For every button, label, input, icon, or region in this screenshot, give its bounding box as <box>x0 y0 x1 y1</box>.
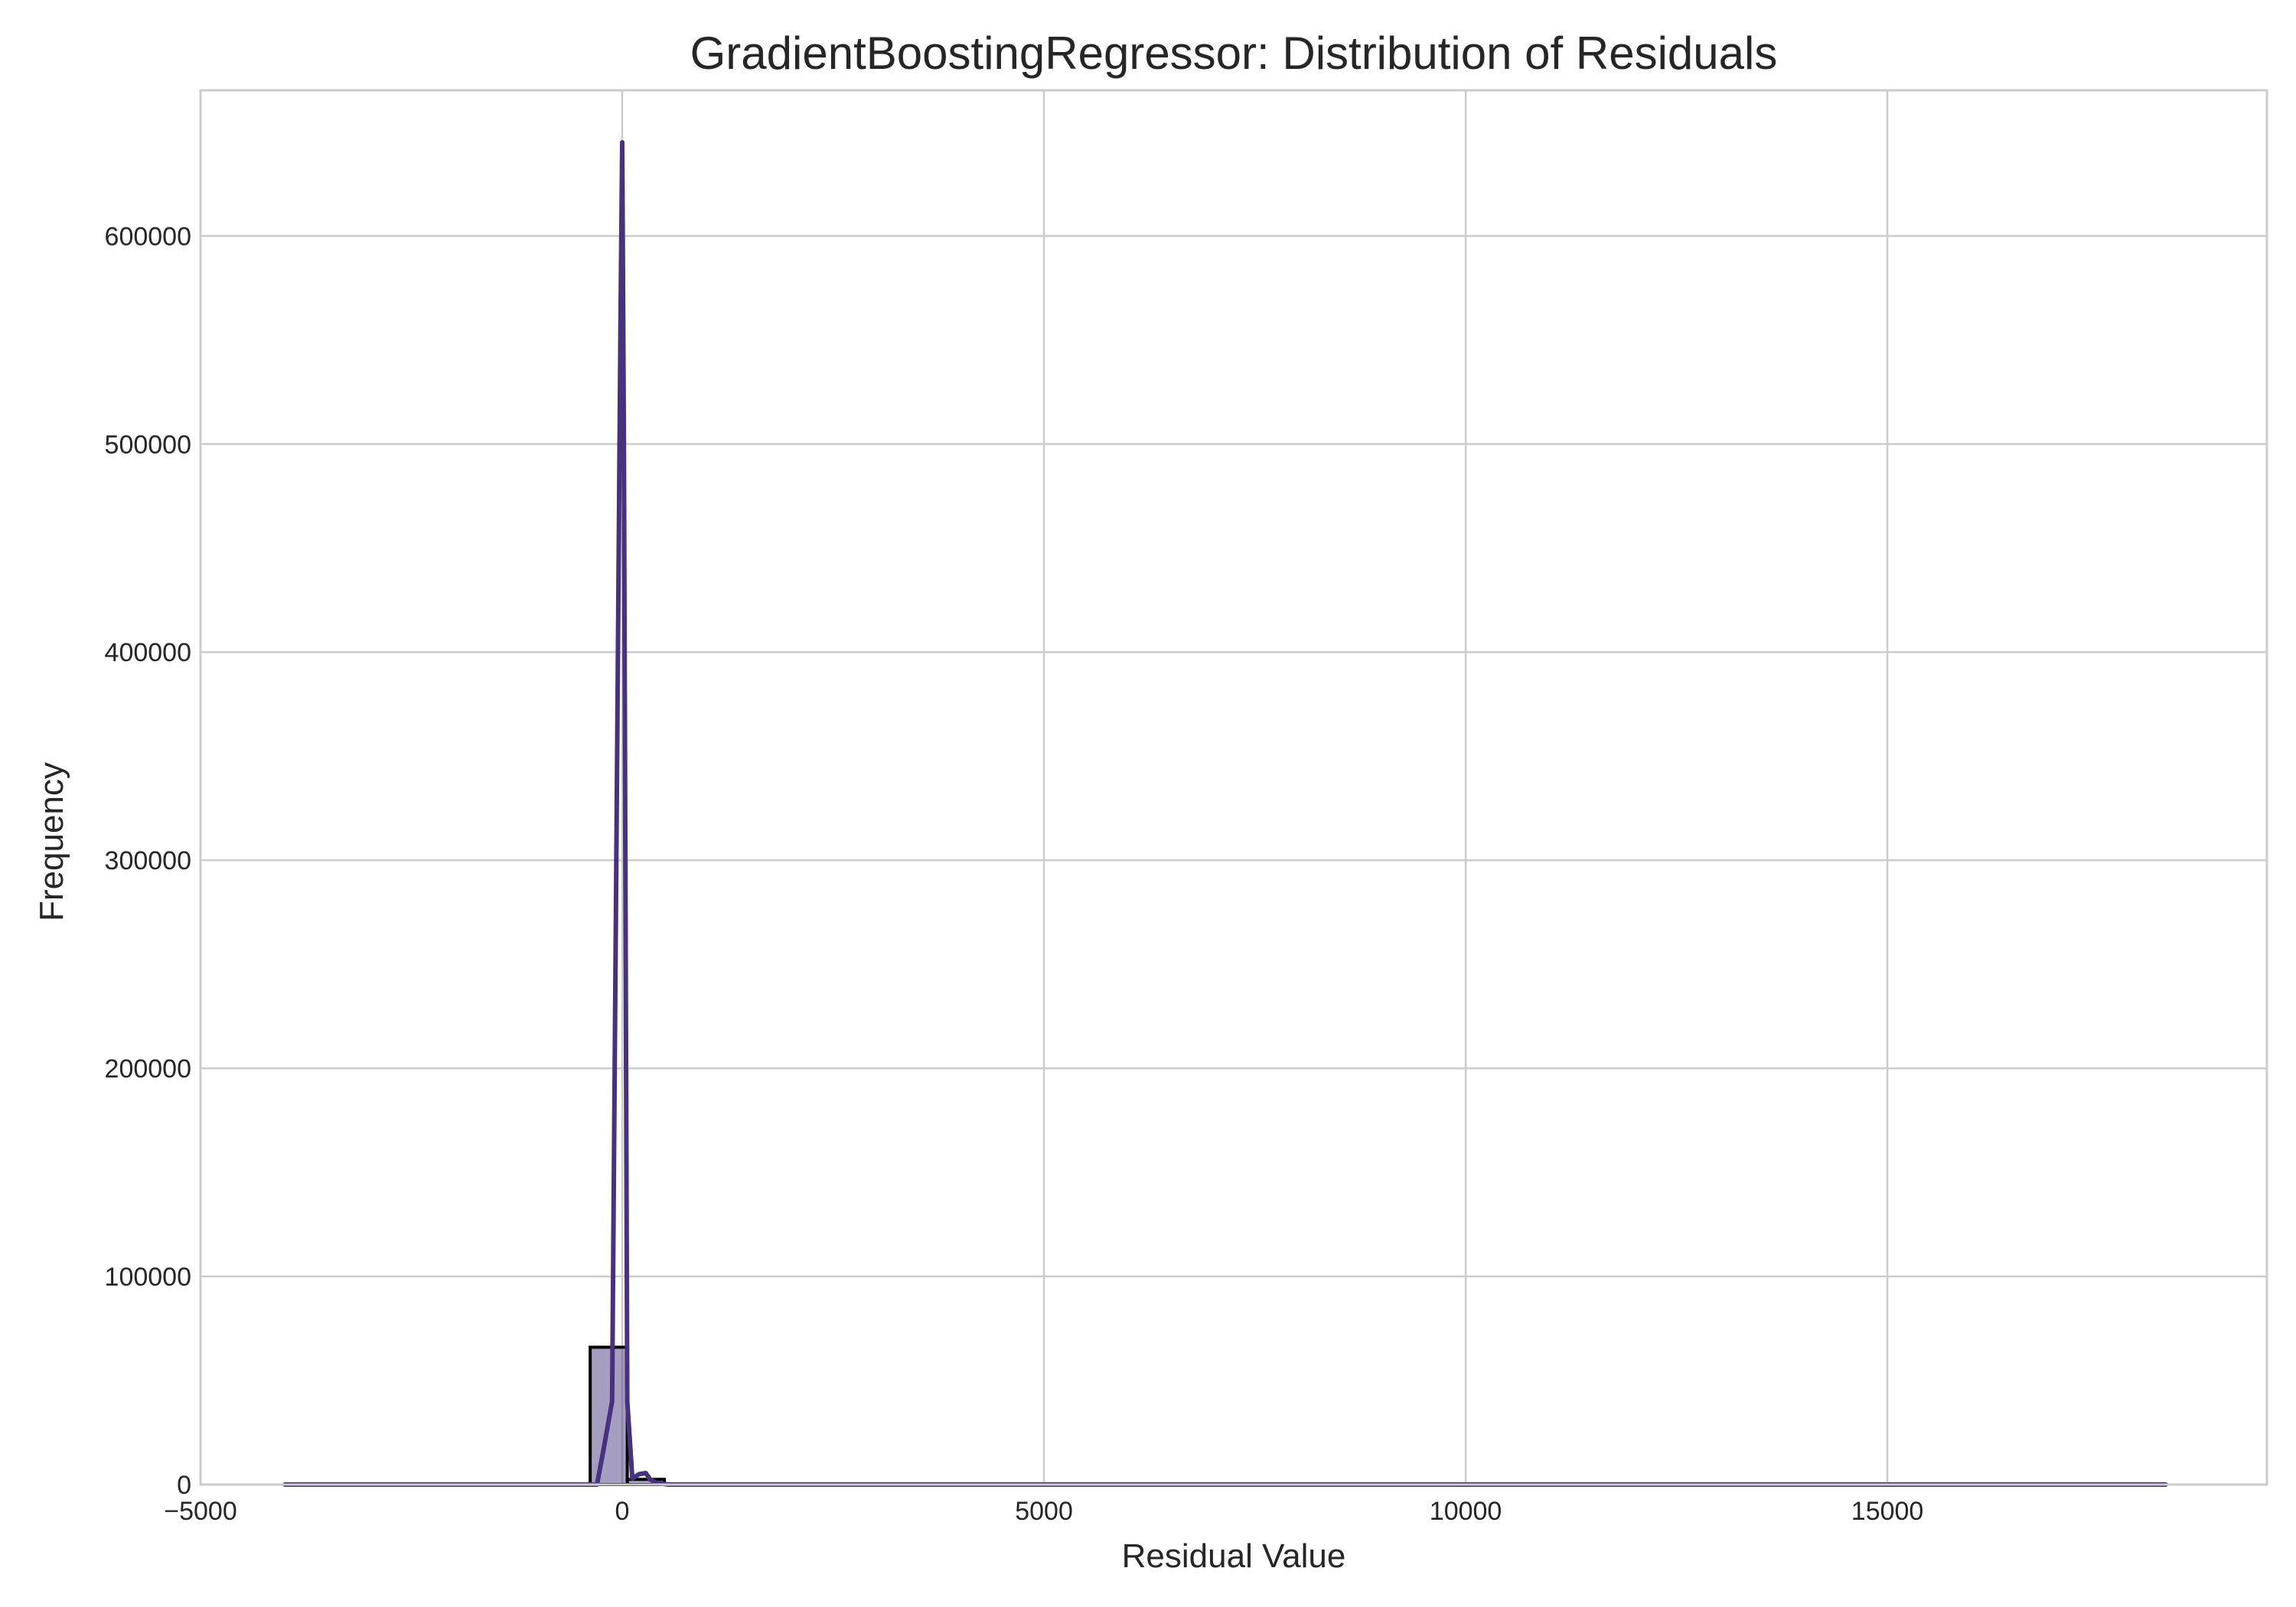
x-tick-label: 10000 <box>1430 1497 1502 1526</box>
x-tick-labels: −5000 0 5000 10000 15000 <box>164 1497 1923 1526</box>
y-tick-label: 500000 <box>105 430 191 459</box>
plot-frame <box>199 89 2268 1486</box>
kde-curve <box>282 140 2168 1487</box>
y-tick-label: 0 <box>177 1471 191 1500</box>
x-axis-label: Residual Value <box>1122 1537 1346 1575</box>
x-tick-label: 15000 <box>1851 1497 1924 1526</box>
y-tick-label: 200000 <box>105 1054 191 1084</box>
y-axis-label: Frequency <box>33 762 70 921</box>
x-tick-label: 0 <box>615 1497 630 1526</box>
y-tick-labels: 0 100000 200000 300000 400000 500000 600000 <box>105 222 191 1500</box>
x-tick-label: 5000 <box>1015 1497 1073 1526</box>
y-tick-label: 300000 <box>105 846 191 875</box>
y-tick-label: 600000 <box>105 222 191 251</box>
kde-curve-group <box>282 140 2168 1487</box>
x-tick-label: −5000 <box>164 1497 237 1526</box>
y-tick-label: 100000 <box>105 1263 191 1292</box>
chart-title: GradientBoostingRegressor: Distribution … <box>690 28 1778 79</box>
y-tick-label: 400000 <box>105 638 191 667</box>
